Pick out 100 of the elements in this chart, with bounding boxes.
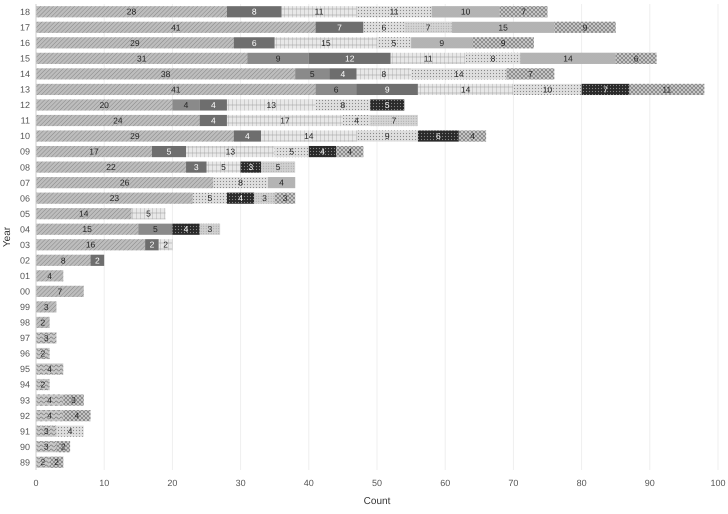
data-label: 4: [47, 364, 52, 374]
data-label: 4: [238, 193, 244, 204]
y-tick-label: 10: [20, 131, 30, 142]
data-label: 8: [490, 53, 496, 64]
data-label: 8: [340, 100, 346, 110]
bar: [329, 68, 357, 80]
bar: [186, 162, 206, 173]
y-tick-label: 17: [20, 22, 30, 32]
data-label: 14: [454, 68, 464, 79]
bar: [200, 114, 227, 126]
data-label: 3: [282, 193, 288, 204]
bar: [247, 52, 309, 64]
bar: [356, 84, 418, 96]
y-tick-label: 96: [20, 348, 30, 359]
data-label: 2: [40, 380, 46, 390]
data-label: 4: [347, 146, 352, 157]
data-label: 17: [89, 146, 99, 157]
data-label: 6: [381, 22, 386, 32]
data-label: 7: [426, 22, 431, 32]
y-tick-label: 13: [20, 84, 30, 95]
data-label: 2: [95, 255, 100, 266]
data-label: 2: [60, 442, 66, 452]
data-label: 3: [194, 162, 199, 172]
x-axis-title: Count: [364, 496, 391, 507]
x-tick-label: 20: [167, 478, 178, 488]
data-label: 15: [321, 38, 331, 48]
data-label: 5: [276, 162, 281, 172]
y-axis-title: Year: [2, 226, 13, 248]
data-label: 15: [82, 224, 92, 234]
y-tick-label: 89: [20, 457, 30, 468]
bar: [138, 224, 172, 235]
data-label: 15: [498, 22, 508, 32]
y-tick-label: 91: [20, 426, 30, 436]
data-label: 5: [392, 38, 397, 48]
y-tick-label: 04: [20, 224, 30, 234]
data-label: 16: [86, 240, 96, 250]
data-label: 10: [542, 84, 552, 94]
data-label: 4: [68, 426, 73, 436]
bar: [234, 130, 262, 142]
data-label: 20: [99, 100, 110, 110]
data-label: 6: [334, 84, 339, 94]
data-label: 4: [184, 224, 189, 234]
data-label: 6: [252, 38, 257, 48]
data-label: 24: [113, 115, 123, 126]
data-label: 11: [424, 53, 433, 64]
x-tick-label: 40: [304, 478, 314, 488]
data-label: 3: [262, 193, 268, 204]
data-label: 2: [163, 240, 168, 250]
bar: [152, 146, 186, 158]
data-label: 12: [344, 53, 355, 64]
data-label: 4: [74, 410, 80, 421]
data-label: 9: [276, 53, 281, 64]
data-label: 2: [54, 457, 60, 468]
data-label: 26: [120, 178, 130, 188]
bar: [234, 37, 275, 48]
x-tick-label: 30: [236, 478, 246, 488]
bar: [316, 84, 357, 96]
y-tick-label: 16: [20, 38, 30, 48]
data-label: 29: [130, 131, 140, 142]
data-label: 11: [390, 6, 399, 17]
y-tick-label: 93: [20, 395, 30, 406]
x-tick-label: 10: [99, 478, 110, 488]
y-tick-label: 00: [20, 286, 30, 297]
data-label: 4: [184, 100, 189, 110]
data-label: 4: [354, 115, 360, 126]
data-label: 5: [146, 208, 152, 219]
data-label: 7: [58, 286, 63, 296]
y-tick-label: 01: [20, 270, 30, 281]
data-label: 3: [71, 395, 76, 406]
y-tick-label: 08: [20, 162, 30, 172]
data-label: 4: [210, 115, 216, 126]
data-label: 4: [340, 68, 346, 79]
y-tick-label: 95: [20, 364, 30, 374]
data-label: 13: [266, 100, 276, 110]
y-tick-label: 94: [20, 380, 30, 390]
bar: [295, 68, 330, 80]
data-label: 14: [563, 53, 573, 64]
data-label: 9: [384, 131, 390, 142]
bar: [308, 52, 391, 64]
data-label: 6: [436, 131, 442, 142]
y-tick-label: 97: [20, 333, 30, 344]
data-label: 23: [110, 193, 120, 204]
data-label: 11: [314, 6, 324, 17]
data-label: 3: [248, 162, 254, 172]
data-label: 17: [280, 115, 290, 126]
data-label: 4: [320, 146, 326, 157]
y-tick-label: 12: [20, 100, 30, 110]
data-label: 3: [44, 332, 49, 343]
data-label: 9: [500, 38, 506, 48]
data-label: 5: [208, 193, 213, 204]
x-tick-label: 100: [710, 478, 726, 488]
data-label: 38: [160, 68, 171, 79]
data-label: 3: [44, 426, 49, 436]
data-label: 9: [384, 84, 390, 94]
data-label: 22: [106, 162, 116, 172]
data-label: 11: [662, 84, 672, 94]
data-label: 8: [238, 178, 244, 188]
data-label: 3: [208, 224, 213, 234]
y-tick-label: 09: [20, 146, 30, 157]
data-label: 7: [521, 6, 526, 17]
